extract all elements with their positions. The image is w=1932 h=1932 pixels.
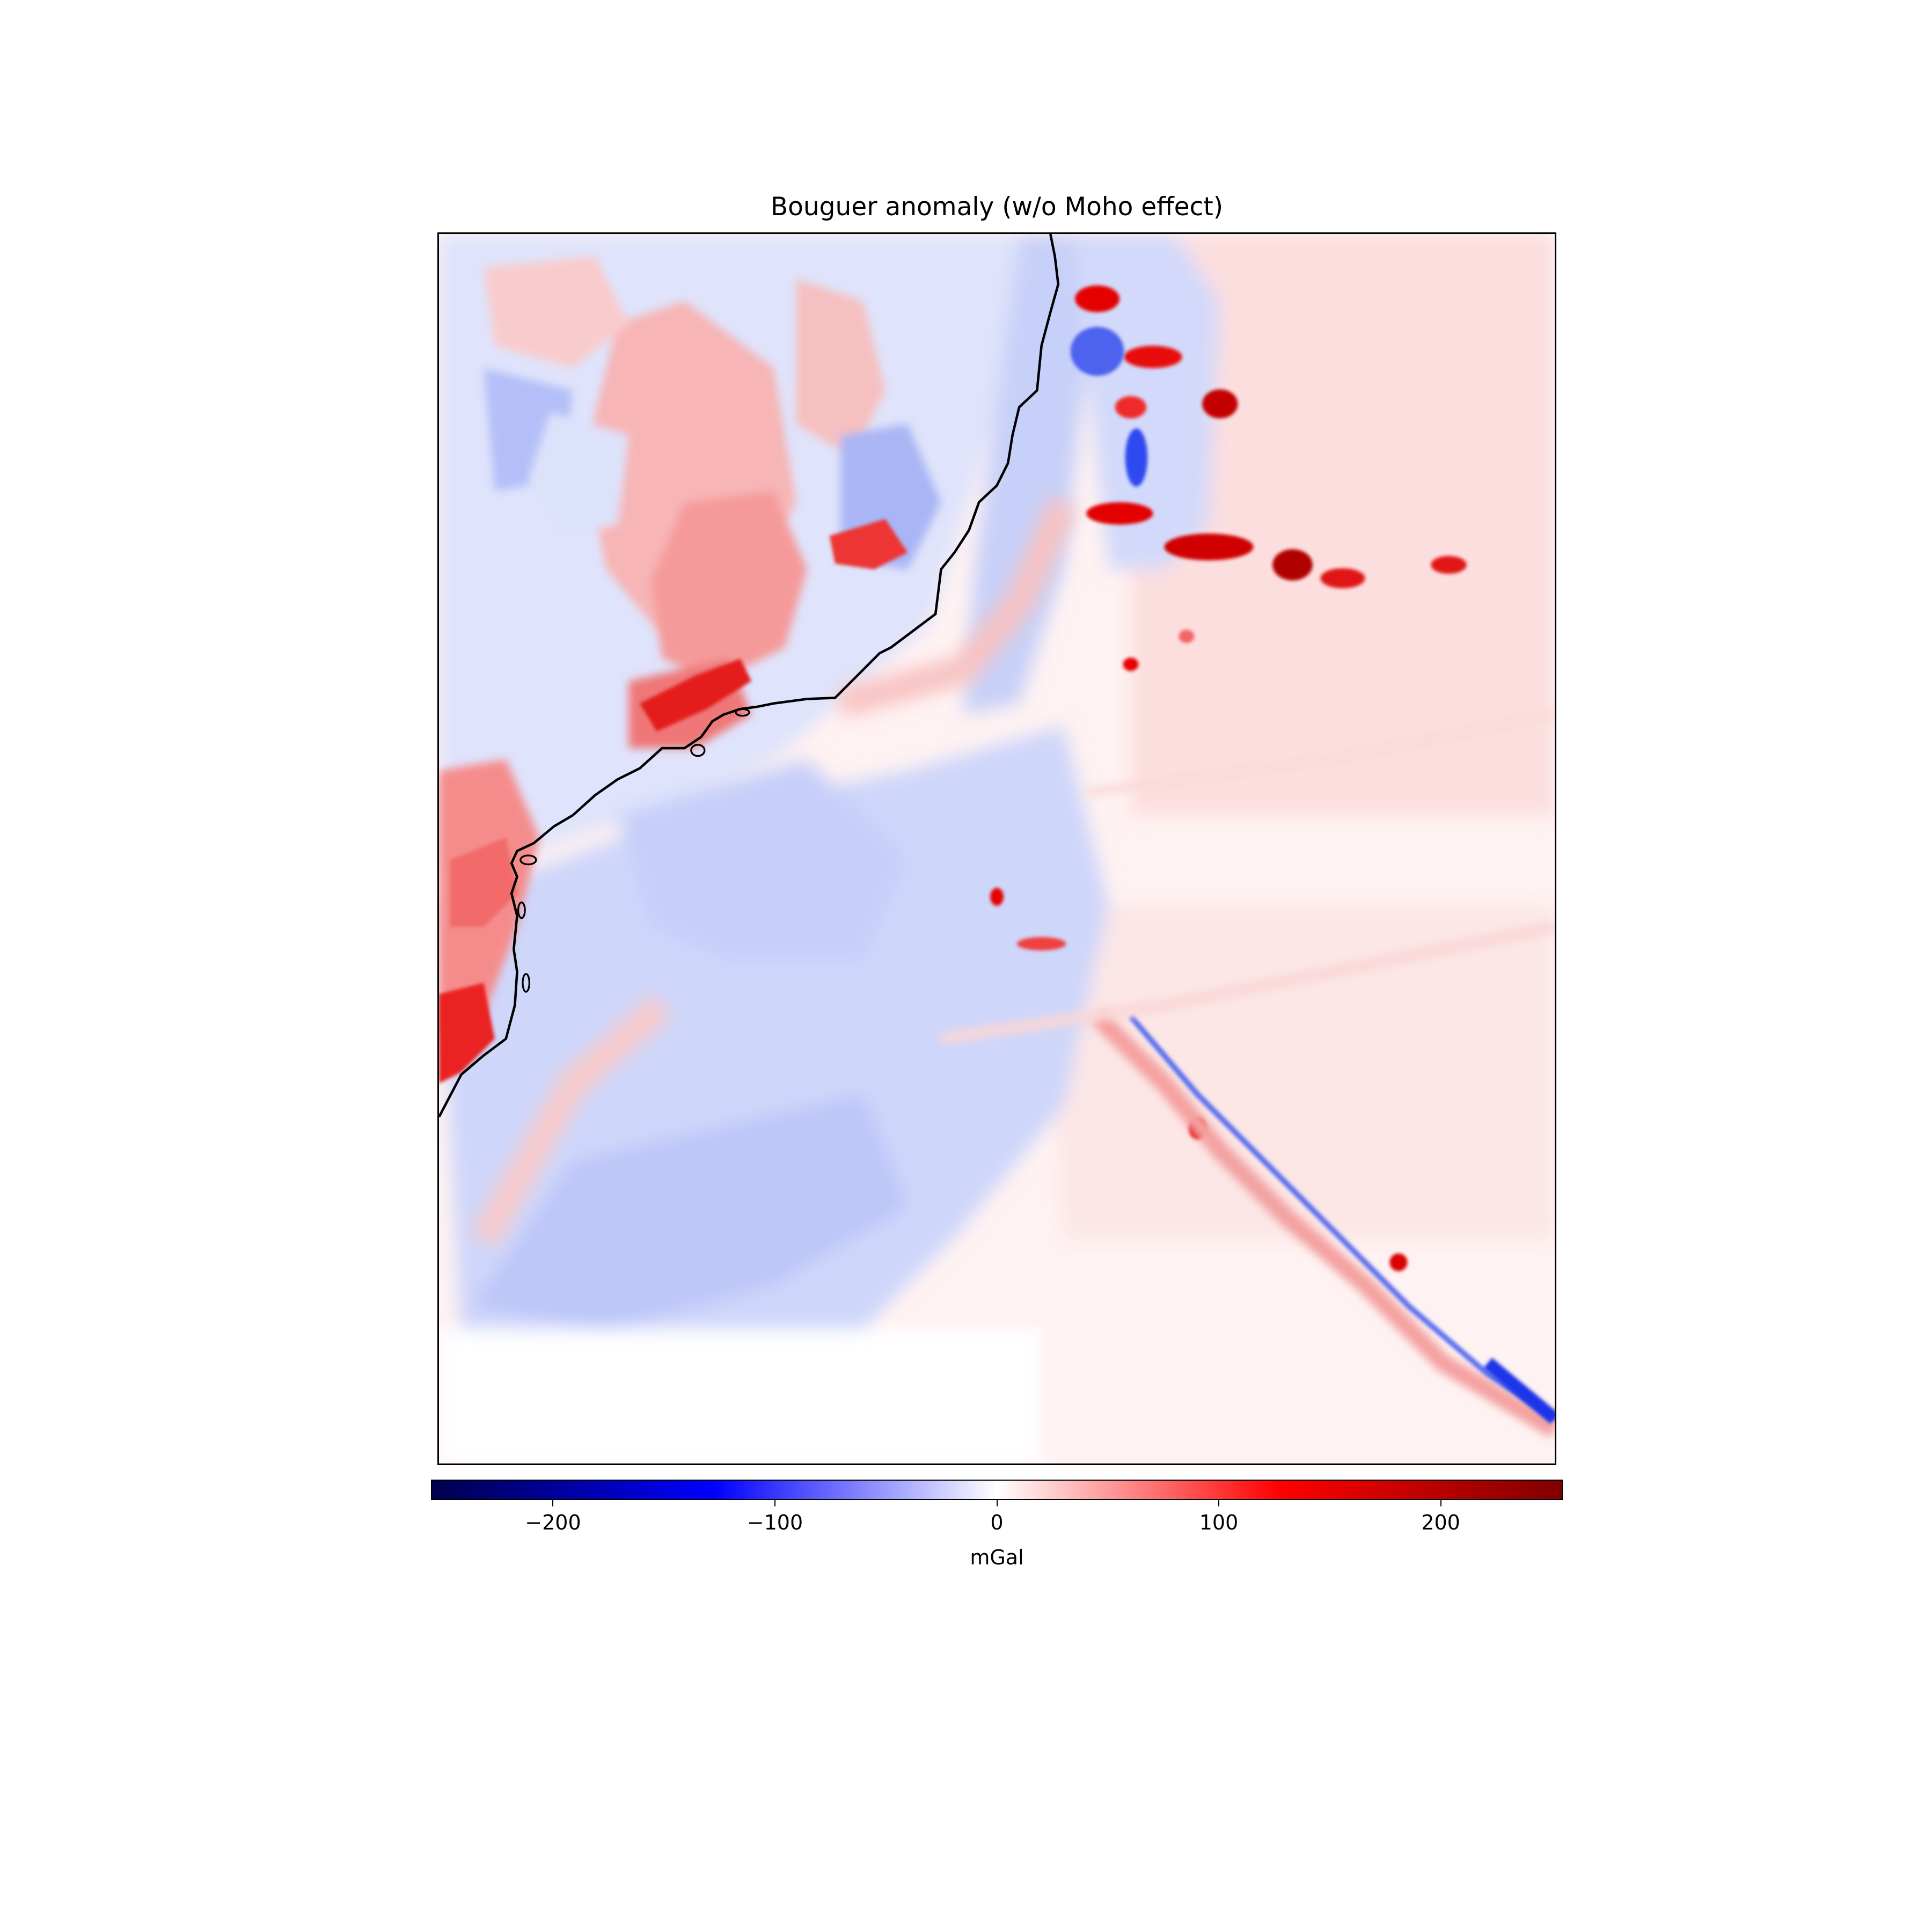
map-title: Bouguer anomaly (w/o Moho effect) — [770, 192, 1224, 222]
colorbar-label: mGal — [970, 1546, 1024, 1569]
colorbar-tick — [552, 1500, 554, 1506]
onshore-anomalies — [439, 256, 941, 1039]
offshore-seamount-chain — [990, 285, 1467, 1271]
fracture-zones — [471, 496, 1555, 1438]
anomaly-map — [439, 234, 1555, 1463]
colorbar-tick-label: 100 — [1199, 1511, 1239, 1534]
colorbar-tick — [996, 1500, 998, 1506]
colorbar-tick — [1440, 1500, 1441, 1506]
colorbar — [431, 1480, 1563, 1500]
coastal-highs — [439, 519, 908, 1084]
colorbar-tick — [1218, 1500, 1220, 1506]
colorbar-tick-label: −100 — [747, 1511, 803, 1534]
coastal-islands — [517, 708, 750, 993]
colorbar-tick — [774, 1500, 775, 1506]
broad-anomaly-zones — [439, 234, 1555, 1463]
colorbar-tick-label: 200 — [1421, 1511, 1460, 1534]
map-frame — [437, 232, 1556, 1465]
colorbar-tick-label: −200 — [525, 1511, 581, 1534]
offshore-lows — [1070, 326, 1148, 487]
colorbar-tick-label: 0 — [990, 1511, 1004, 1534]
colorbar-ticks: −200 −100 0 100 200 — [431, 1500, 1563, 1538]
